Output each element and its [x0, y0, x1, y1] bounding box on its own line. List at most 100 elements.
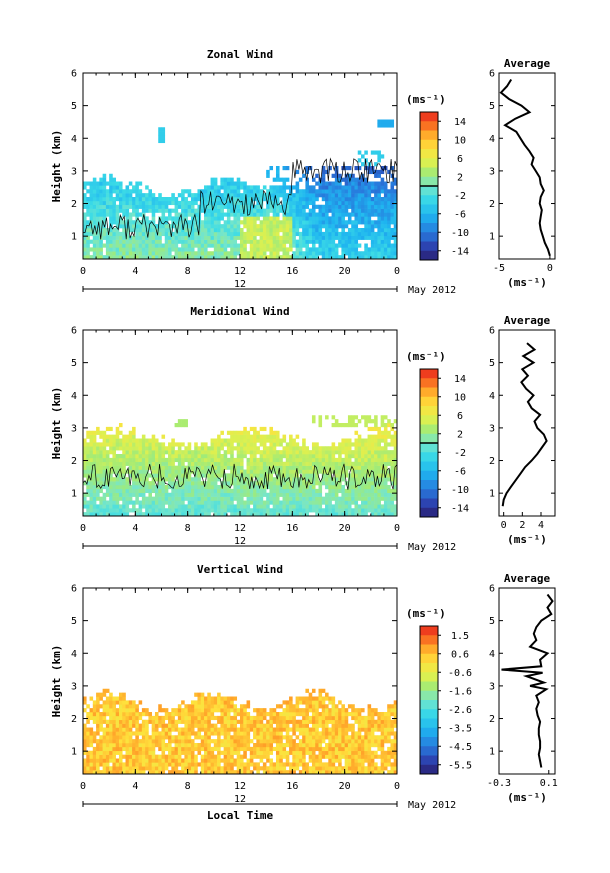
heatmap-cell [204, 739, 208, 744]
heatmap-cell [357, 469, 362, 474]
heatmap-cell [118, 235, 123, 240]
heatmap-cell [187, 770, 192, 775]
heatmap-cell [351, 224, 355, 229]
heatmap-cell [190, 193, 195, 198]
heatmap-cell [367, 488, 372, 494]
heatmap-cell [86, 446, 90, 451]
heatmap-cell [393, 504, 398, 509]
heatmap-cell [321, 220, 326, 225]
heatmap-cell [220, 255, 224, 260]
heatmap-cell [174, 255, 179, 260]
heatmap-cell [243, 193, 247, 198]
heatmap-cell [246, 446, 251, 451]
heatmap-cell [262, 488, 267, 494]
heatmap-cell [357, 150, 362, 155]
heatmap-cell [141, 450, 146, 455]
heatmap-cell [148, 488, 152, 494]
heatmap-cell [83, 512, 87, 517]
heatmap-cell [141, 200, 146, 206]
heatmap-cell [347, 181, 352, 186]
heatmap-cell [164, 231, 169, 237]
heatmap-cell [364, 208, 368, 213]
heatmap-cell [282, 181, 287, 186]
heatmap-cell [151, 224, 156, 229]
heatmap-cell [262, 220, 267, 225]
heatmap-cell [223, 743, 228, 748]
heatmap-cell [86, 715, 90, 721]
heatmap-cell [393, 212, 398, 217]
heatmap-cell [154, 247, 159, 252]
heatmap-cell [259, 454, 264, 459]
heatmap-cell [128, 488, 133, 494]
heatmap-cell [86, 189, 90, 194]
heatmap-cell [236, 200, 241, 206]
heatmap-cell [92, 488, 97, 494]
heatmap-cell [279, 228, 283, 233]
heatmap-cell [177, 457, 182, 463]
heatmap-cell [158, 758, 162, 763]
heatmap-cell [298, 208, 303, 213]
heatmap-cell [154, 239, 159, 244]
heatmap-cell [148, 712, 152, 717]
heatmap-cell [328, 216, 332, 221]
heatmap-cell [374, 508, 378, 513]
heatmap-cell [112, 696, 117, 701]
heatmap-cell [233, 727, 238, 732]
heatmap-cell [118, 224, 123, 229]
heatmap-cell [128, 746, 133, 752]
heatmap-cell [344, 224, 349, 229]
heatmap-cell [190, 197, 195, 202]
heatmap-cell [197, 239, 202, 244]
heatmap-cell [109, 461, 113, 466]
heatmap-cell [377, 204, 381, 209]
heatmap-cell [164, 496, 169, 501]
heatmap-cell [145, 193, 149, 198]
heatmap-cell [204, 715, 208, 721]
heatmap-cell [393, 450, 398, 455]
heatmap-cell [99, 469, 103, 474]
heatmap-cell [200, 200, 205, 206]
heatmap-cell [213, 181, 218, 186]
heatmap-cell [112, 488, 117, 494]
heatmap-cell [138, 189, 143, 194]
heatmap-cell [347, 200, 352, 206]
heatmap-cell [393, 430, 398, 435]
heatmap-cell [197, 731, 202, 736]
heatmap-cell [92, 712, 97, 717]
heatmap-cell [354, 216, 359, 221]
heatmap-cell [354, 488, 359, 494]
heatmap-cell [145, 731, 149, 736]
heatmap-cell [344, 500, 349, 505]
heatmap-cell [184, 481, 188, 486]
heatmap-cell [115, 446, 120, 451]
heatmap-cell [295, 189, 300, 194]
heatmap-cell [240, 231, 244, 237]
heatmap-cell [344, 457, 349, 463]
heatmap-cell [109, 193, 113, 198]
heatmap-cell [154, 508, 159, 513]
heatmap-cell [135, 450, 139, 455]
heatmap-cell [92, 758, 97, 763]
heatmap-cell [151, 512, 156, 517]
heatmap-cell [109, 426, 113, 432]
heatmap-cell [83, 224, 87, 229]
heatmap-cell [174, 500, 179, 505]
heatmap-cell [148, 204, 152, 209]
heatmap-cell [298, 485, 303, 490]
heatmap-cell [249, 488, 254, 494]
heatmap-cell [158, 504, 162, 509]
heatmap-cell [83, 212, 87, 217]
heatmap-cell [390, 454, 395, 459]
heatmap-cell [207, 754, 211, 759]
heatmap-cell [197, 723, 202, 728]
heatmap-cell [393, 216, 398, 221]
heatmap-cell [246, 461, 251, 466]
heatmap-cell [370, 243, 375, 248]
heatmap-cell [253, 434, 257, 439]
heatmap-cell [154, 727, 159, 732]
heatmap-cell [230, 251, 234, 256]
heatmap-cell [135, 754, 139, 759]
heatmap-cell [262, 185, 267, 190]
heatmap-cell [387, 492, 391, 497]
heatmap-cell [194, 708, 198, 713]
